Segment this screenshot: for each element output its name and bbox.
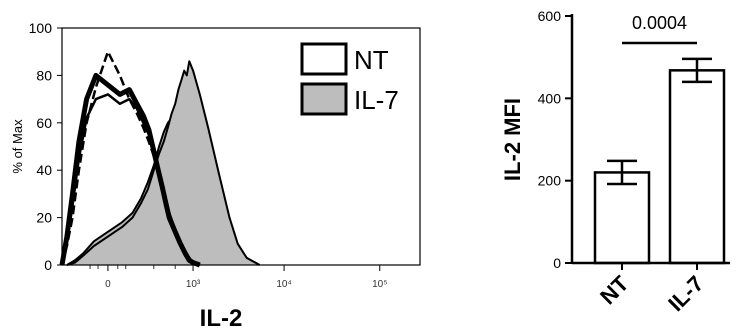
bar-nt [593,171,651,265]
histogram-panel: 0 20 40 60 80 100 0 10³ 10⁴ 10⁵ % of Max IL-2 NT IL-7 [10,20,421,332]
series-line-nt [60,50,201,267]
y-tick-label: 0 [44,257,52,273]
bar-chart-panel: 0 200 400 600 NT IL-7 IL-2 MFI 0.0004 [500,8,730,316]
legend-label: IL-7 [354,85,399,115]
y-tick-label: 200 [538,173,562,189]
plot-frame [61,27,421,266]
y-tick-label: 0 [553,255,561,271]
series-line-nt [59,72,201,268]
y-axis-label: % of Max [10,119,25,174]
y-tick-label: 40 [36,162,52,178]
y-tick-label: 100 [29,20,53,36]
y-tick-label: 400 [538,90,562,106]
legend-label: NT [354,45,389,75]
x-tick-label: 10³ [186,279,201,290]
y-tick-label: 20 [36,210,52,226]
x-axis-label: IL-2 [200,305,243,332]
x-tick-label: 0 [105,279,111,290]
x-tick-label: 10⁵ [372,279,387,290]
x-tick-label: NT [595,270,634,309]
p-value-label: 0.0004 [632,13,687,33]
y-tick-label: 600 [538,8,562,24]
y-tick-label: 80 [36,67,52,83]
y-tick-label: 60 [36,115,52,131]
y-axis-label: IL-2 MFI [500,98,525,181]
series-area-il7 [66,60,261,266]
x-tick-label: 10⁴ [276,279,291,290]
x-tick-label: IL-7 [663,271,708,316]
bar-il-7 [668,69,726,265]
legend: NT IL-7 [300,42,399,116]
legend-swatch [300,42,348,76]
legend-swatch [300,82,348,116]
